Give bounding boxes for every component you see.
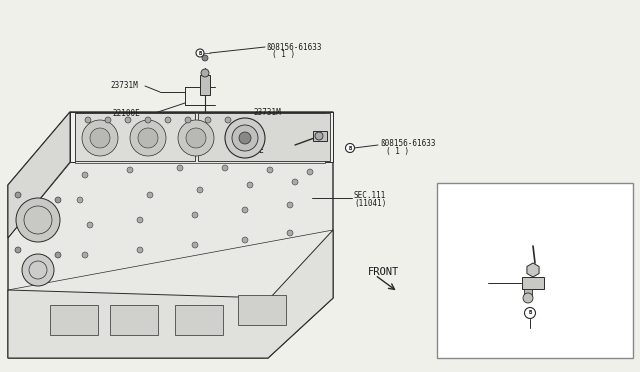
- Polygon shape: [527, 263, 539, 277]
- Text: FRONT: FRONT: [368, 267, 399, 277]
- Circle shape: [315, 132, 323, 140]
- Circle shape: [205, 117, 211, 123]
- Circle shape: [138, 128, 158, 148]
- Circle shape: [525, 308, 536, 318]
- Bar: [75, 113, 325, 163]
- Text: ( ): ( ): [495, 327, 509, 337]
- Circle shape: [90, 128, 110, 148]
- Circle shape: [147, 192, 153, 198]
- Circle shape: [242, 237, 248, 243]
- Bar: [175, 305, 223, 335]
- Circle shape: [234, 128, 254, 148]
- Circle shape: [15, 192, 21, 198]
- Circle shape: [267, 167, 273, 173]
- Circle shape: [77, 197, 83, 203]
- Circle shape: [165, 117, 171, 123]
- Text: ( 1 ): ( 1 ): [386, 147, 409, 155]
- Text: 23731T: 23731T: [475, 279, 503, 288]
- Bar: [110, 305, 158, 335]
- Circle shape: [287, 202, 293, 208]
- Circle shape: [55, 252, 61, 258]
- Circle shape: [239, 132, 251, 144]
- Bar: [238, 295, 286, 325]
- Circle shape: [197, 187, 203, 193]
- Circle shape: [201, 69, 209, 77]
- Circle shape: [225, 118, 265, 158]
- Circle shape: [15, 247, 21, 253]
- Bar: [522, 277, 544, 289]
- Circle shape: [186, 128, 206, 148]
- Circle shape: [226, 120, 262, 156]
- Text: (11041): (11041): [354, 199, 387, 208]
- Circle shape: [287, 230, 293, 236]
- Circle shape: [137, 217, 143, 223]
- Text: ß08158-62033: ß08158-62033: [487, 318, 543, 327]
- Text: B: B: [529, 311, 532, 315]
- Circle shape: [192, 242, 198, 248]
- Circle shape: [22, 254, 54, 286]
- Text: ß08156-61633: ß08156-61633: [380, 138, 435, 148]
- Circle shape: [225, 117, 231, 123]
- Circle shape: [202, 55, 208, 61]
- Text: J22101AF: J22101AF: [578, 340, 628, 350]
- Circle shape: [130, 120, 166, 156]
- Circle shape: [346, 144, 355, 153]
- Circle shape: [247, 182, 253, 188]
- Circle shape: [222, 165, 228, 171]
- Circle shape: [185, 117, 191, 123]
- Polygon shape: [70, 112, 333, 162]
- Circle shape: [196, 49, 204, 57]
- Polygon shape: [8, 112, 70, 238]
- Bar: [524, 289, 532, 297]
- Text: 23731M: 23731M: [110, 80, 138, 90]
- Circle shape: [177, 165, 183, 171]
- Bar: [200, 75, 210, 95]
- Circle shape: [82, 252, 88, 258]
- Text: 23731M: 23731M: [253, 108, 281, 116]
- Text: ß08156-61633: ß08156-61633: [266, 42, 321, 51]
- Circle shape: [127, 167, 133, 173]
- Circle shape: [137, 247, 143, 253]
- Circle shape: [105, 117, 111, 123]
- Bar: [313, 131, 327, 141]
- Circle shape: [55, 197, 61, 203]
- Circle shape: [87, 222, 93, 228]
- Bar: [50, 305, 98, 335]
- Circle shape: [145, 117, 151, 123]
- Circle shape: [523, 293, 533, 303]
- Bar: [437, 183, 633, 358]
- Circle shape: [307, 169, 313, 175]
- Polygon shape: [8, 230, 333, 358]
- Bar: [198, 113, 330, 161]
- Circle shape: [192, 212, 198, 218]
- Circle shape: [16, 198, 60, 242]
- Circle shape: [85, 117, 91, 123]
- Text: SEC.111: SEC.111: [354, 190, 387, 199]
- Circle shape: [125, 117, 131, 123]
- Circle shape: [82, 120, 118, 156]
- Polygon shape: [8, 112, 333, 358]
- Circle shape: [242, 207, 248, 213]
- Circle shape: [82, 172, 88, 178]
- Text: 22100E: 22100E: [112, 109, 140, 118]
- Text: ( 1 ): ( 1 ): [272, 49, 295, 58]
- Bar: [75, 113, 195, 161]
- Text: B: B: [348, 145, 351, 151]
- Text: B: B: [198, 51, 202, 55]
- Circle shape: [232, 125, 258, 151]
- Circle shape: [178, 120, 214, 156]
- Text: 22100E: 22100E: [236, 145, 264, 154]
- Text: TRANS ASSY-SHIPPING: TRANS ASSY-SHIPPING: [462, 193, 580, 203]
- Circle shape: [292, 179, 298, 185]
